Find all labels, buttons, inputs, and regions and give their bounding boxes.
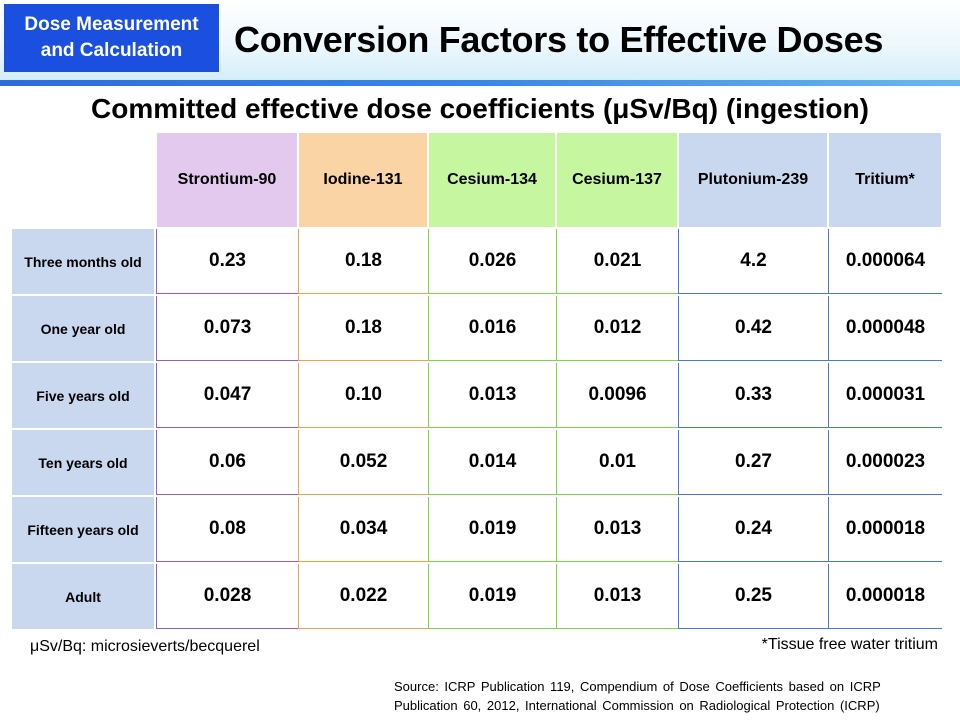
table-cell: 0.000048 — [828, 296, 942, 361]
table-cell: 4.2 — [678, 229, 828, 294]
table-cell: 0.047 — [156, 363, 298, 428]
row-label-adult: Adult — [12, 564, 154, 629]
table-cell: 0.013 — [556, 497, 678, 562]
page-title: Conversion Factors to Effective Doses — [234, 19, 884, 60]
tritium-footnote: *Tissue free water tritium — [761, 636, 938, 653]
row-label-three-months-old: Three months old — [12, 229, 154, 294]
table-cell: 0.08 — [156, 497, 298, 562]
header-rule — [0, 80, 960, 86]
column-header-tritium: Tritium* — [829, 133, 941, 227]
row-label-five-years-old: Five years old — [12, 363, 154, 428]
column-header-cesium-134: Cesium-134 — [429, 133, 555, 227]
table-cell: 0.000018 — [828, 497, 942, 562]
table-cell: 0.10 — [298, 363, 428, 428]
table-cell: 0.27 — [678, 430, 828, 495]
table-cell: 0.026 — [428, 229, 556, 294]
table-cell: 0.000064 — [828, 229, 942, 294]
table-cell: 0.016 — [428, 296, 556, 361]
table-cell: 0.000023 — [828, 430, 942, 495]
table-cell: 0.013 — [428, 363, 556, 428]
column-header-plutonium-239: Plutonium-239 — [679, 133, 827, 227]
column-header-iodine-131: Iodine-131 — [299, 133, 427, 227]
table-cell: 0.23 — [156, 229, 298, 294]
table-cell: 0.052 — [298, 430, 428, 495]
table-cell: 0.18 — [298, 229, 428, 294]
column-header-strontium-90: Strontium-90 — [157, 133, 297, 227]
table-cell: 0.022 — [298, 564, 428, 629]
table-cell: 0.24 — [678, 497, 828, 562]
table-cell: 0.01 — [556, 430, 678, 495]
table-cell: 0.012 — [556, 296, 678, 361]
section-badge: Dose Measurement and Calculation — [4, 4, 219, 72]
table-subtitle: Committed effective dose coefficients (μ… — [91, 93, 869, 124]
table-cell: 0.000031 — [828, 363, 942, 428]
row-label-ten-years-old: Ten years old — [12, 430, 154, 495]
source-citation: Source: ICRP Publication 119, Compendium… — [394, 679, 881, 713]
table-cell: 0.019 — [428, 497, 556, 562]
row-label-one-year-old: One year old — [12, 296, 154, 361]
table-cell: 0.028 — [156, 564, 298, 629]
table-cell: 0.06 — [156, 430, 298, 495]
table-cell: 0.073 — [156, 296, 298, 361]
table-cell: 0.000018 — [828, 564, 942, 629]
table-cell: 0.25 — [678, 564, 828, 629]
table-cell: 0.021 — [556, 229, 678, 294]
unit-note: μSv/Bq: microsieverts/becquerel — [30, 638, 260, 655]
table-cell: 0.034 — [298, 497, 428, 562]
column-header-cesium-137: Cesium-137 — [557, 133, 677, 227]
table-cell: 0.33 — [678, 363, 828, 428]
table-cell: 0.18 — [298, 296, 428, 361]
row-label-fifteen-years-old: Fifteen years old — [12, 497, 154, 562]
table-cell: 0.019 — [428, 564, 556, 629]
table-cell: 0.0096 — [556, 363, 678, 428]
table-cell: 0.42 — [678, 296, 828, 361]
table-cell: 0.014 — [428, 430, 556, 495]
dose-coefficient-table: Strontium-90 Iodine-131 Cesium-134 Cesium-1… — [12, 133, 942, 630]
table-cell: 0.013 — [556, 564, 678, 629]
